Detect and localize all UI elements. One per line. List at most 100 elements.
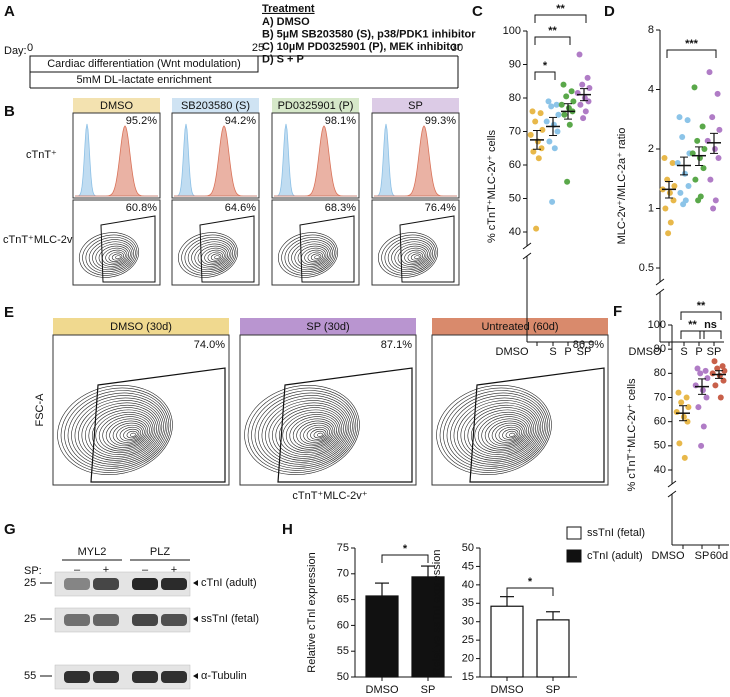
contour <box>310 428 327 440</box>
treatment-item: B) 5µM SB203580 (S), p38/PDK1 inhibitor <box>262 28 476 40</box>
y-tick-label: 100 <box>648 319 666 331</box>
legend-label: cTnI (adult) <box>587 550 643 562</box>
contour <box>71 395 166 467</box>
dot <box>535 155 542 162</box>
contour <box>495 424 522 443</box>
day: 25 <box>252 42 264 54</box>
row-label: cTnT⁺MLC-2v⁺ <box>3 234 78 246</box>
y-axis-label: Relative ssTnI expression <box>431 550 443 676</box>
contour <box>184 237 235 274</box>
dot <box>712 197 719 204</box>
contour <box>194 243 230 269</box>
dot <box>585 98 592 105</box>
lane-label: + <box>171 564 177 576</box>
dot <box>584 74 591 81</box>
contour <box>210 253 222 261</box>
contour <box>410 253 422 261</box>
panel-label: A <box>4 3 15 20</box>
y-axis-label: % cTnT⁺MLC-2v⁺ cells <box>626 378 638 492</box>
contour <box>381 234 437 276</box>
dot <box>555 111 562 118</box>
contour <box>214 255 220 260</box>
dot <box>666 189 673 196</box>
blot-treatment: SP: <box>24 565 42 577</box>
contour <box>391 241 432 271</box>
dot <box>711 146 718 152</box>
dot <box>662 205 669 212</box>
histogram <box>374 125 457 197</box>
contour <box>95 243 131 269</box>
chart: 40 50 60 70 80 90 100 % cTnT⁺MLC-2v⁺ cells DMSO S… <box>626 300 729 562</box>
gate <box>90 367 226 483</box>
sig-bracket <box>534 36 571 45</box>
sig-label: * <box>528 576 533 588</box>
axis-break <box>655 278 665 286</box>
contour <box>467 407 536 457</box>
y-tick-label: 25 <box>462 634 474 646</box>
y-tick-label: 80 <box>509 92 521 104</box>
percent: 76.4% <box>425 202 456 214</box>
dot <box>563 93 570 100</box>
histogram <box>274 125 357 197</box>
percent: 87.1% <box>381 339 412 351</box>
contour <box>81 402 161 461</box>
contour <box>130 432 136 437</box>
x-tick-label: 60d <box>710 550 728 562</box>
column-title: Untreated (60d) <box>481 321 558 333</box>
dot <box>700 165 707 172</box>
dot <box>720 377 727 384</box>
dot <box>671 182 678 189</box>
dot <box>553 101 560 108</box>
charts: 40 50 60 70 80 90 100 % cTnT⁺MLC-2v⁺ cells DMSO S… <box>306 3 729 696</box>
contour <box>481 416 529 450</box>
dot <box>530 148 537 155</box>
y-tick-label: 55 <box>337 645 349 657</box>
sig-bracket <box>534 71 556 80</box>
panel-label: F <box>613 303 622 320</box>
dot <box>670 197 677 204</box>
dot <box>676 114 683 121</box>
contour <box>303 424 330 443</box>
dot <box>665 230 672 237</box>
dot <box>701 146 708 152</box>
panel-label: H <box>282 521 293 538</box>
dot <box>719 363 726 370</box>
y-label: FSC-A <box>34 393 46 427</box>
band <box>132 671 158 683</box>
contour <box>85 404 159 459</box>
contour <box>450 395 545 467</box>
dot <box>710 205 717 212</box>
dot <box>661 155 668 162</box>
contour <box>265 400 350 463</box>
dot <box>537 110 544 117</box>
contour <box>474 411 533 454</box>
contour <box>111 253 123 261</box>
contour <box>314 255 320 260</box>
dot <box>703 394 710 401</box>
x-tick-label: DMSO <box>491 684 524 696</box>
arrow <box>193 580 198 586</box>
dot <box>680 413 687 420</box>
dot <box>669 159 676 166</box>
x-tick-label: DMSO <box>652 550 685 562</box>
bar <box>411 576 445 678</box>
y-tick-label: 50 <box>509 192 521 204</box>
size-marker: 25 <box>24 577 36 589</box>
dot <box>709 114 716 121</box>
axis-break <box>667 480 677 488</box>
day: 0 <box>27 42 33 54</box>
contour <box>299 422 332 445</box>
contour <box>108 251 124 262</box>
x-tick-label: SP <box>577 346 592 358</box>
contour <box>460 402 540 461</box>
y-tick-label: 1 <box>648 202 654 214</box>
dot <box>694 365 701 372</box>
western-blot: MYL2 PLZ SP: – + – +25 cTnI (adult) 25 ssTnI (… <box>24 546 259 690</box>
percent: 95.2% <box>126 115 157 127</box>
sig-bracket <box>666 49 717 58</box>
contour <box>244 385 360 475</box>
treatment-item: C) 10µM PD0325901 (P), MEK inhibitor <box>262 41 462 53</box>
dot <box>683 394 690 401</box>
gate <box>299 215 355 283</box>
contour <box>268 402 348 461</box>
